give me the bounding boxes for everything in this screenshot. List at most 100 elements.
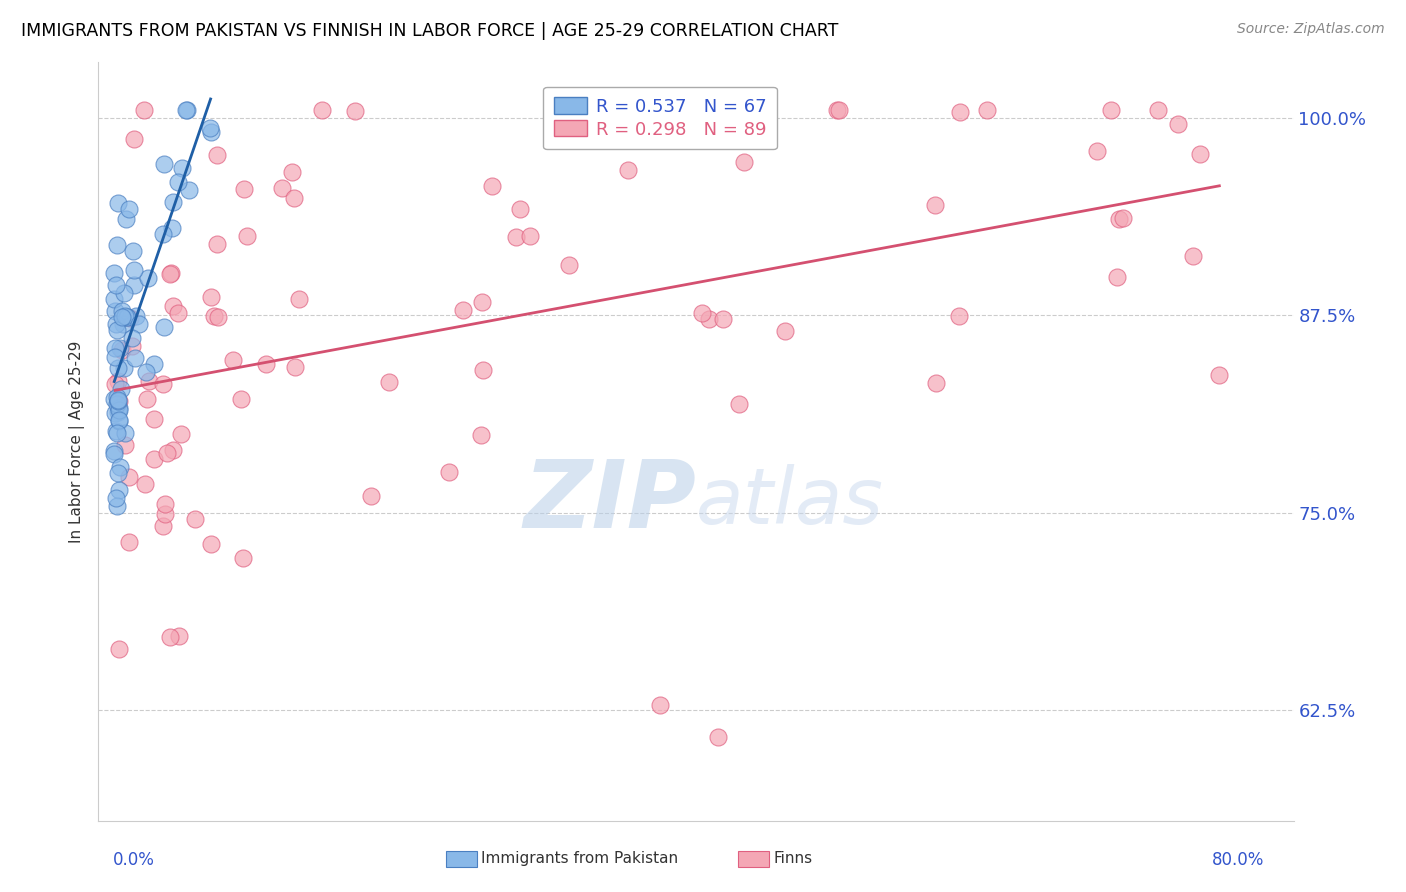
Point <box>775 324 797 338</box>
Point <box>112 360 135 375</box>
Point <box>270 180 292 194</box>
Point <box>114 309 136 323</box>
Point <box>177 183 200 197</box>
Point <box>828 103 851 117</box>
Point <box>118 311 141 326</box>
Point <box>159 267 181 281</box>
Point <box>1107 270 1129 285</box>
Point <box>711 312 734 326</box>
Point <box>174 103 197 117</box>
Bar <box>446 851 477 867</box>
Point <box>170 427 193 442</box>
Point <box>616 162 638 177</box>
Point <box>1099 103 1122 117</box>
Point <box>169 629 191 643</box>
Point <box>153 320 176 334</box>
Point <box>105 390 128 404</box>
Point <box>111 317 134 331</box>
Text: atlas: atlas <box>696 464 884 541</box>
Point <box>673 118 696 132</box>
Point <box>105 500 128 514</box>
Point <box>107 414 129 428</box>
Point <box>160 266 183 280</box>
Point <box>509 202 531 216</box>
Point <box>142 452 165 467</box>
Point <box>122 277 145 292</box>
Point <box>558 258 581 272</box>
Point <box>207 310 229 325</box>
Point <box>825 103 848 117</box>
Point <box>107 324 129 338</box>
Point <box>924 198 946 212</box>
Point <box>288 293 311 307</box>
Point <box>108 483 131 498</box>
Point <box>114 425 136 440</box>
Point <box>470 428 492 442</box>
Point <box>111 310 134 324</box>
Point <box>152 377 174 392</box>
Point <box>236 229 259 244</box>
Point <box>176 103 198 118</box>
Point <box>733 155 755 169</box>
Point <box>472 362 495 376</box>
Text: Finns: Finns <box>773 852 813 866</box>
Point <box>138 374 160 388</box>
Point <box>122 244 145 259</box>
Point <box>728 397 751 411</box>
Point <box>117 202 139 217</box>
Point <box>162 221 184 235</box>
Point <box>344 104 367 119</box>
Text: Source: ZipAtlas.com: Source: ZipAtlas.com <box>1237 22 1385 37</box>
Point <box>205 236 228 251</box>
Point <box>202 309 225 323</box>
Point <box>167 306 190 320</box>
Point <box>122 262 145 277</box>
Text: ZIP: ZIP <box>523 456 696 549</box>
Point <box>233 181 256 195</box>
Point <box>107 467 129 481</box>
Point <box>153 497 176 511</box>
Point <box>134 103 156 117</box>
Point <box>121 339 143 353</box>
Point <box>103 443 125 458</box>
Bar <box>738 851 769 867</box>
Point <box>205 148 228 162</box>
Point <box>170 161 193 175</box>
Point <box>105 425 128 440</box>
Point <box>200 125 222 139</box>
Point <box>107 360 129 375</box>
Point <box>104 277 127 292</box>
Point <box>105 237 128 252</box>
Point <box>184 512 207 526</box>
Point <box>360 489 382 503</box>
Point <box>103 447 125 461</box>
Point <box>107 392 129 407</box>
Point <box>107 374 129 388</box>
Point <box>254 357 277 371</box>
Point <box>111 304 134 318</box>
Point <box>697 311 720 326</box>
Point <box>142 357 165 371</box>
Point <box>105 397 128 411</box>
Point <box>1087 144 1109 158</box>
Point <box>108 341 131 355</box>
Y-axis label: In Labor Force | Age 25-29: In Labor Force | Age 25-29 <box>69 341 86 542</box>
Point <box>108 642 131 657</box>
Point <box>124 351 146 366</box>
Point <box>648 698 671 713</box>
Point <box>105 317 128 331</box>
Point <box>111 343 134 357</box>
Point <box>152 227 174 241</box>
Point <box>505 229 527 244</box>
Point <box>378 375 401 389</box>
Point <box>118 535 141 549</box>
Point <box>156 446 179 460</box>
Point <box>107 394 129 409</box>
Point <box>232 550 254 565</box>
Point <box>103 266 125 280</box>
Point <box>283 191 305 205</box>
Point <box>110 382 132 396</box>
Point <box>1208 368 1230 382</box>
Point <box>107 405 129 419</box>
Text: 0.0%: 0.0% <box>112 851 155 869</box>
